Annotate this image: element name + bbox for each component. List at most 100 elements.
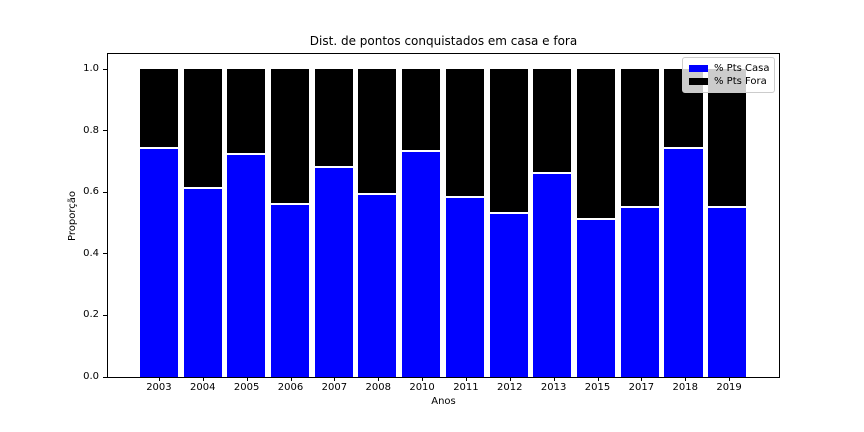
y-tick-label-0.8: 0.8: [83, 124, 99, 136]
bar-2019-casa-segment: [708, 207, 747, 377]
x-tick-2019: [729, 377, 731, 381]
bar-slot-2003: [137, 54, 181, 377]
y-tick-0.4: [103, 253, 107, 255]
x-tick-2003: [158, 377, 160, 381]
x-tick-label-2017: 2017: [628, 382, 655, 393]
bar-2006-casa-segment: [271, 204, 310, 377]
bar-2015-casa-segment: [577, 219, 616, 377]
x-tick-2015: [597, 377, 599, 381]
bar-2017-casa-segment: [620, 207, 659, 377]
legend-item-fora: % Pts Fora: [689, 75, 768, 88]
x-tick-2017: [641, 377, 643, 381]
bar-slot-2005: [224, 54, 268, 377]
x-axis-label: Anos: [431, 396, 456, 407]
x-tick-label-2003: 2003: [146, 382, 172, 393]
x-tick-label-2007: 2007: [321, 382, 348, 393]
y-tick-0.8: [103, 130, 107, 132]
bar-2005-casa-segment: [227, 155, 266, 377]
bar-2008: [358, 69, 397, 377]
bar-2018-casa-segment: [664, 149, 703, 377]
y-tick-label-0.0: 0.0: [83, 371, 99, 382]
x-tick-2010: [422, 377, 424, 381]
bar-2006: [271, 69, 310, 377]
bar-2004-casa-segment: [183, 189, 222, 377]
bar-2007-casa-segment: [314, 167, 353, 377]
bar-2003-fora-segment: [139, 69, 178, 150]
y-tick-0.0: [103, 376, 107, 378]
y-tick-0.6: [103, 191, 107, 193]
bar-2003: [139, 69, 178, 377]
y-tick-label-0.2: 0.2: [83, 309, 99, 321]
x-tick-label-2012: 2012: [497, 382, 523, 393]
x-tick-label-2008: 2008: [365, 382, 391, 393]
x-tick-2012: [509, 377, 511, 381]
bar-2004-fora-segment: [183, 69, 222, 190]
bar-2005-fora-segment: [227, 69, 266, 156]
legend-item-casa: % Pts Casa: [689, 62, 770, 75]
bar-slot-2018: [662, 54, 706, 377]
bar-2011-casa-segment: [445, 198, 484, 377]
bar-2007: [314, 69, 353, 377]
x-tick-2011: [465, 377, 467, 381]
plot-area: % Pts Casa % Pts Fora 0.0 0.2 0.4 0.6 0.8 1.0…: [83, 53, 780, 393]
x-tick-label-2018: 2018: [672, 382, 698, 393]
legend-swatch-fora-icon: [689, 78, 708, 85]
x-tick-2018: [685, 377, 687, 381]
y-tick-label-0.6: 0.6: [83, 186, 99, 198]
bar-slot-2012: [487, 54, 531, 377]
bar-slot-2007: [312, 54, 356, 377]
bar-slot-2015: [574, 54, 618, 377]
bar-2010-fora-segment: [402, 69, 441, 153]
bar-2013-casa-segment: [533, 173, 572, 377]
x-tick-2008: [378, 377, 380, 381]
x-tick-label-2010: 2010: [409, 382, 435, 393]
legend-label-casa: % Pts Casa: [714, 62, 770, 74]
bar-2017-fora-segment: [620, 69, 659, 208]
bar-2012-casa-segment: [489, 213, 528, 377]
bar-slot-2004: [181, 54, 225, 377]
y-tick-1.0: [103, 68, 107, 70]
bar-slot-2011: [443, 54, 487, 377]
x-tick-label-2005: 2005: [233, 382, 260, 393]
x-tick-2013: [553, 377, 555, 381]
x-tick-2005: [246, 377, 248, 381]
y-tick-label-0.4: 0.4: [83, 247, 99, 259]
bar-2018: [664, 69, 703, 377]
bar-slot-2019: [705, 54, 749, 377]
bar-slot-2008: [356, 54, 400, 377]
x-tick-label-2019: 2019: [716, 382, 742, 393]
bar-2019: [708, 69, 747, 377]
bars-container: [108, 54, 779, 377]
bar-2015: [577, 69, 616, 377]
bar-2003-casa-segment: [139, 149, 178, 377]
x-tick-label-2004: 2004: [190, 382, 216, 393]
legend-swatch-casa-icon: [689, 65, 708, 72]
x-tick-label-2006: 2006: [277, 382, 304, 393]
bar-2006-fora-segment: [271, 69, 310, 205]
bar-2005: [227, 69, 266, 377]
bar-2010: [402, 69, 441, 377]
bar-2012-fora-segment: [489, 69, 528, 214]
bar-2008-casa-segment: [358, 195, 397, 377]
bar-slot-2006: [268, 54, 312, 377]
bar-2008-fora-segment: [358, 69, 397, 196]
bar-slot-2017: [618, 54, 662, 377]
bar-2012: [489, 69, 528, 377]
bar-slot-2013: [530, 54, 574, 377]
y-tick-label-1.0: 1.0: [83, 63, 99, 75]
bar-2010-casa-segment: [402, 152, 441, 377]
bar-2011-fora-segment: [445, 69, 484, 199]
x-tick-label-2013: 2013: [540, 382, 567, 393]
bar-2013: [533, 69, 572, 377]
chart-title: Dist. de pontos conquistados em casa e f…: [309, 34, 578, 48]
legend: % Pts Casa % Pts Fora: [682, 57, 775, 93]
x-tick-2006: [290, 377, 292, 381]
bar-slot-2010: [399, 54, 443, 377]
bar-2013-fora-segment: [533, 69, 572, 174]
legend-label-fora: % Pts Fora: [714, 75, 767, 87]
bar-2011: [445, 69, 484, 377]
bar-2007-fora-segment: [314, 69, 353, 168]
bar-2015-fora-segment: [577, 69, 616, 220]
x-tick-2004: [202, 377, 204, 381]
